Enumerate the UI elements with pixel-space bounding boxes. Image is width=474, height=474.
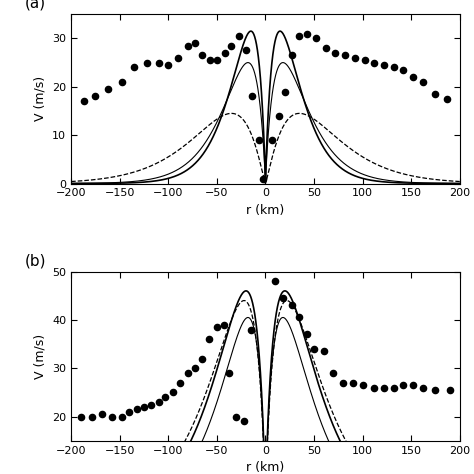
Point (228, 42, 235, 49)
Point (199, 355, 206, 363)
Point (271, 277, 279, 285)
Point (275, 112, 283, 119)
Point (220, 321, 228, 328)
Point (371, 59, 378, 66)
Point (400, 382, 407, 389)
Point (281, 88, 289, 95)
Text: (b): (b) (25, 253, 46, 268)
Point (255, 136, 263, 144)
Point (126, 408, 133, 416)
Point (118, 413, 126, 420)
Point (268, 136, 276, 144)
Point (77, 413, 84, 420)
Point (279, 294, 287, 302)
Point (184, 42, 191, 49)
Point (169, 389, 177, 396)
Point (312, 35, 320, 42)
Point (184, 369, 191, 377)
Point (236, 32, 243, 40)
Point (143, 59, 151, 66)
Point (89, 413, 96, 420)
Point (329, 369, 337, 377)
Point (410, 73, 417, 81)
Point (242, 47, 250, 55)
Point (390, 384, 398, 392)
Point (91, 92, 99, 100)
Point (205, 336, 213, 343)
Y-axis label: V (m/s): V (m/s) (34, 76, 46, 121)
Point (380, 384, 388, 392)
Point (248, 92, 255, 100)
Point (400, 66, 407, 73)
Point (213, 56, 220, 64)
Point (174, 54, 182, 62)
Y-axis label: V (m/s): V (m/s) (34, 334, 46, 379)
Point (332, 49, 339, 57)
X-axis label: r (km): r (km) (246, 461, 284, 474)
Point (147, 401, 155, 408)
Point (162, 393, 169, 401)
Point (432, 90, 439, 98)
Point (80, 98, 88, 105)
Point (140, 403, 148, 411)
Point (104, 85, 112, 93)
Point (303, 331, 311, 338)
Point (108, 413, 116, 420)
Point (240, 418, 248, 425)
Point (419, 384, 427, 392)
Point (446, 386, 454, 394)
Point (359, 382, 366, 389)
Point (296, 32, 303, 40)
Point (339, 379, 347, 387)
Point (221, 49, 228, 57)
Point (380, 61, 388, 69)
Point (176, 379, 184, 387)
Point (288, 301, 295, 309)
Point (130, 64, 138, 71)
Point (390, 64, 398, 71)
Point (320, 347, 328, 355)
Point (199, 52, 206, 59)
Point (410, 382, 417, 389)
Text: (a): (a) (25, 0, 46, 11)
Point (164, 61, 172, 69)
Point (206, 56, 214, 64)
Point (99, 410, 106, 418)
Point (443, 95, 451, 103)
Point (191, 39, 199, 47)
Point (341, 52, 349, 59)
Point (288, 52, 295, 59)
Point (118, 78, 126, 86)
Point (303, 30, 311, 37)
Point (361, 56, 368, 64)
Point (260, 175, 267, 182)
Point (296, 314, 303, 321)
Point (133, 406, 141, 413)
Point (247, 326, 255, 333)
Point (226, 369, 233, 377)
Point (155, 59, 162, 66)
Point (419, 78, 427, 86)
Point (155, 398, 162, 406)
Point (322, 44, 329, 52)
Point (349, 379, 356, 387)
X-axis label: r (km): r (km) (246, 204, 284, 217)
Point (351, 54, 359, 62)
Point (310, 345, 318, 353)
Point (232, 413, 240, 420)
Point (213, 323, 220, 331)
Point (191, 365, 198, 372)
Point (371, 384, 378, 392)
Point (432, 386, 439, 394)
